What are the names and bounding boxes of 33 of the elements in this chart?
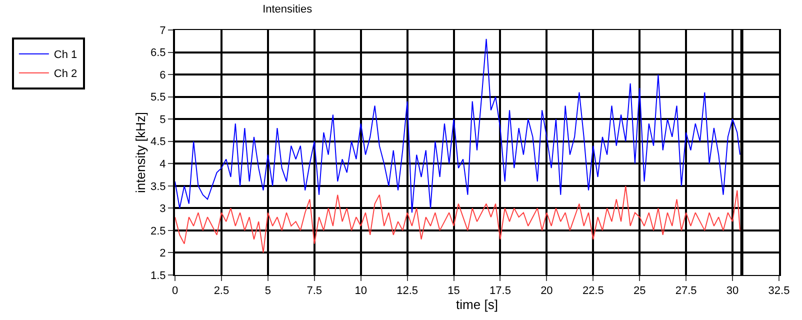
y-tick-label: 7 xyxy=(160,24,166,37)
x-tick-label: 20 xyxy=(540,285,553,298)
x-tick-label: 10 xyxy=(354,285,367,298)
x-tick-label: 12.5 xyxy=(396,285,418,298)
x-tick-label: 5 xyxy=(264,285,271,298)
y-axis-title: intensity [kHz] xyxy=(132,112,148,193)
y-tick-label: 2.5 xyxy=(150,225,166,238)
x-tick-label: 27.5 xyxy=(675,285,697,298)
line-series xyxy=(175,185,740,254)
x-tick-label: 17.5 xyxy=(490,285,511,298)
y-tick-label: 5.5 xyxy=(150,92,166,104)
y-tick-label: 5 xyxy=(160,114,166,126)
x-tick-label: 32.5 xyxy=(768,285,790,298)
x-tick-label: 22.5 xyxy=(582,285,604,298)
y-tick-label: 1.5 xyxy=(150,270,166,282)
legend-label: Ch 2 xyxy=(54,68,78,80)
y-tick-label: 6.5 xyxy=(150,47,166,60)
line-series xyxy=(175,38,740,214)
legend-label: Ch 1 xyxy=(54,49,78,62)
x-tick-label: 15 xyxy=(448,285,460,298)
y-tick-label: 4 xyxy=(160,158,166,170)
y-tick-label: 4.5 xyxy=(150,136,166,148)
x-tick-label: 30 xyxy=(726,285,739,298)
x-tick-label: 25 xyxy=(633,285,646,298)
x-tick-label: 7.5 xyxy=(306,285,322,298)
y-tick-label: 3.5 xyxy=(150,180,166,193)
x-tick-label: 2.5 xyxy=(214,285,230,298)
y-tick-label: 3 xyxy=(160,203,166,216)
y-tick-label: 6 xyxy=(160,69,166,82)
chart-title: Intensities xyxy=(262,4,313,16)
x-tick-label: 0 xyxy=(172,285,178,298)
y-tick-label: 2 xyxy=(160,248,166,260)
x-axis-title: time [s] xyxy=(456,297,498,312)
